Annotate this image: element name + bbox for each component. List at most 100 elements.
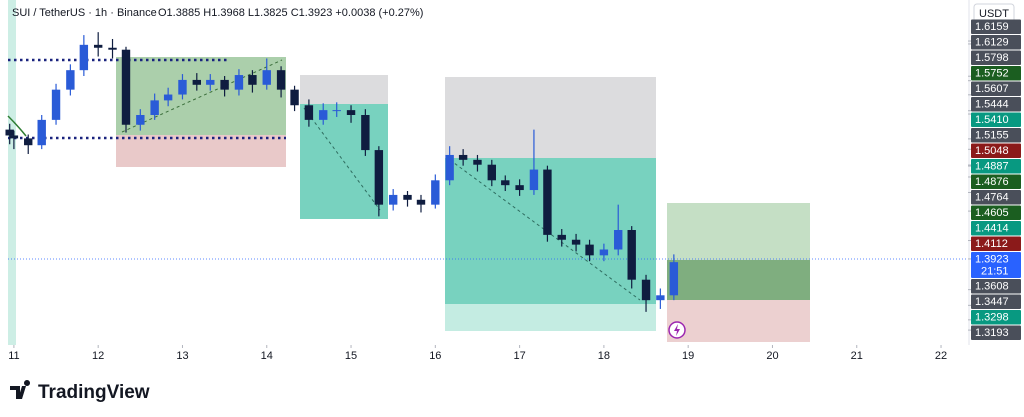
brand: TradingView [38, 382, 150, 403]
candle-body [276, 70, 286, 90]
y-tick-bg [971, 325, 1021, 340]
y-tick-label: 1.4887 [975, 160, 1009, 172]
stop-zone [445, 77, 656, 158]
candle-body [290, 89, 299, 106]
y-tick-label: 1.3298 [975, 311, 1009, 323]
y-tick-bg [971, 236, 1021, 251]
candle-body [585, 244, 594, 256]
candle-body [192, 79, 201, 85]
candle-body [108, 47, 117, 50]
x-tick-label: 19 [682, 350, 694, 362]
candle-body [501, 180, 510, 186]
candle-body [319, 110, 328, 120]
candle-body [234, 75, 244, 90]
y-tick-bg [971, 97, 1021, 112]
countdown: 21:51 [981, 265, 1009, 277]
x-tick-label: 21 [851, 350, 863, 362]
trend-line [121, 59, 283, 133]
y-tick-bg [971, 174, 1021, 189]
candle-body [515, 185, 524, 191]
plot [5, 32, 679, 312]
ohlc-text: O1.3885 H1.3968 L1.3825 C1.3923 +0.0038 … [158, 7, 423, 19]
stop-zone [300, 75, 388, 104]
candle-body [403, 194, 412, 200]
y-tick-bg [971, 279, 1021, 294]
candle-body [529, 169, 539, 191]
candle-body [248, 75, 257, 85]
y-tick-label: 1.5048 [975, 145, 1009, 157]
candle-body [557, 234, 566, 240]
y-tick-bg [971, 19, 1021, 34]
y-tick-bg [971, 159, 1021, 174]
y-tick-label: 1.4605 [975, 207, 1009, 219]
x-tick-label: 15 [345, 350, 357, 362]
candle-body [627, 230, 636, 280]
y-tick-label: 1.5155 [975, 129, 1009, 141]
target-zone [445, 304, 656, 331]
y-tick-label: 1.3608 [975, 280, 1009, 292]
candle-body [163, 94, 173, 101]
y-tick-label: 1.5798 [975, 52, 1009, 64]
candle-body [262, 70, 271, 85]
candle-body [599, 249, 609, 256]
y-tick-label: 1.6129 [975, 36, 1009, 48]
profit-zone [667, 203, 810, 260]
candle-body [416, 199, 426, 205]
candle-body [24, 138, 33, 146]
loss-zone [116, 135, 286, 167]
candle-body [543, 169, 552, 235]
candle-body [431, 180, 440, 205]
y-tick-bg [971, 252, 1021, 278]
y-tick-bg [971, 205, 1021, 220]
candle-body [445, 154, 454, 181]
candle-body [66, 70, 75, 90]
x-tick-label: 12 [92, 350, 104, 362]
y-tick-bg [971, 143, 1021, 158]
y-tick-label: 1.4414 [975, 222, 1009, 234]
y-tick-bg [971, 190, 1021, 205]
candle-body [206, 79, 215, 85]
candle-body [473, 159, 482, 165]
y-tick-bg [971, 128, 1021, 143]
y-tick-bg [971, 50, 1021, 65]
candle-body [136, 115, 145, 125]
y-tick-label: 1.3447 [975, 296, 1009, 308]
drawings [7, 0, 968, 345]
candle-body [150, 100, 159, 115]
candle-body [51, 89, 61, 120]
candle-body [79, 44, 89, 71]
candle-body [641, 279, 651, 301]
candle-body [458, 154, 468, 160]
currency-label: USDT [979, 8, 1009, 20]
profit-zone [667, 260, 810, 300]
candle-body [332, 110, 341, 112]
candle-body [121, 49, 131, 125]
y-tick-label: 1.4112 [975, 238, 1008, 250]
candle-body [346, 110, 356, 115]
y-tick-bg [971, 310, 1021, 325]
candle-body [93, 44, 103, 48]
candle-body [361, 115, 370, 151]
x-tick-label: 14 [261, 350, 273, 362]
y-tick-label: 1.5410 [975, 114, 1009, 126]
y-tick-label: 1.5607 [975, 83, 1009, 95]
y-tick-bg [971, 221, 1021, 236]
x-tick-label: 18 [598, 350, 610, 362]
candle-body [178, 79, 187, 95]
loss-zone [667, 300, 810, 342]
symbol-title: SUI / TetherUS · 1h · Binance [12, 7, 157, 19]
candle-body [9, 135, 19, 139]
alert-bolt [674, 324, 680, 336]
y-tick-bg [971, 112, 1021, 127]
y-tick-label: 1.5752 [975, 67, 1009, 79]
candle-body [5, 129, 14, 136]
y-tick-bg [971, 294, 1021, 309]
x-tick-label: 17 [513, 350, 525, 362]
candle-body [614, 230, 623, 250]
x-tick-label: 16 [429, 350, 441, 362]
x-tick-label: 22 [935, 350, 947, 362]
brand-logo [10, 380, 31, 399]
y-tick-label: 1.6159 [975, 21, 1009, 33]
candle-body [669, 262, 679, 296]
